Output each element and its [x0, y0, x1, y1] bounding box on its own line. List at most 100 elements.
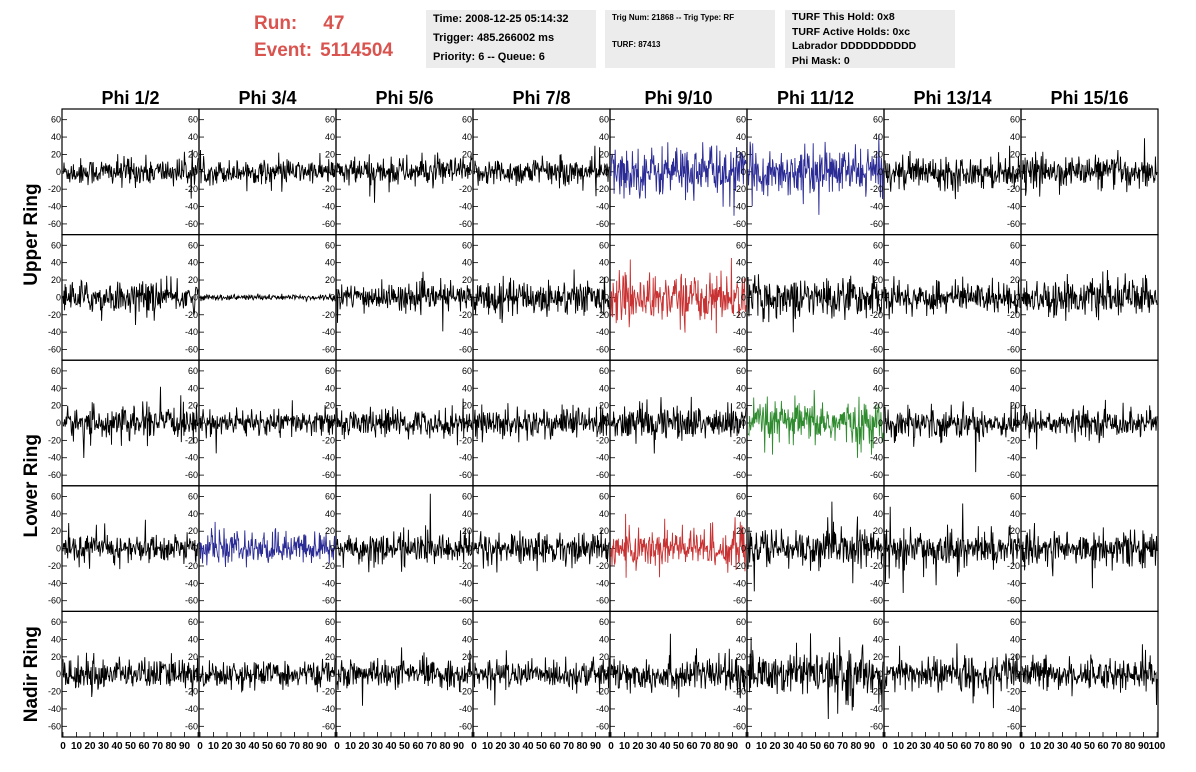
y-tick-label: -60: [48, 596, 61, 606]
y-tick-label: 60: [325, 491, 335, 501]
waveform-trace: [62, 652, 199, 698]
x-tick-label: 0: [60, 741, 66, 752]
x-tick-label: 80: [713, 741, 725, 752]
y-tick-label: 20: [599, 149, 609, 159]
x-tick-label: 50: [810, 741, 822, 752]
phi-column-label: Phi 5/6: [375, 88, 433, 108]
x-tick-label: 40: [248, 741, 260, 752]
waveform-trace: [1021, 269, 1158, 321]
y-tick-label: -40: [322, 202, 335, 212]
y-tick-label: 60: [1010, 240, 1020, 250]
y-tick-label: 0: [56, 669, 61, 679]
y-tick-label: 20: [188, 526, 198, 536]
x-tick-label: 20: [495, 741, 507, 752]
y-tick-label: 0: [467, 167, 472, 177]
y-tick-label: -40: [870, 202, 883, 212]
x-tick-label: 60: [823, 741, 835, 752]
y-tick-label: 20: [325, 275, 335, 285]
waveform-trace: [336, 152, 473, 203]
y-tick-label: 0: [878, 544, 883, 554]
x-tick-label: 70: [700, 741, 712, 752]
y-tick-label: -60: [185, 219, 198, 229]
y-tick-label: 0: [604, 669, 609, 679]
y-tick-label: 60: [736, 115, 746, 125]
waveform-trace: [884, 401, 1021, 473]
waveform-trace: [884, 503, 1021, 594]
y-tick-label: -60: [1007, 345, 1020, 355]
y-tick-label: 40: [462, 258, 472, 268]
y-tick-label: -60: [596, 470, 609, 480]
y-tick-label: 20: [736, 652, 746, 662]
x-tick-label: 80: [165, 741, 177, 752]
y-tick-label: -40: [1007, 704, 1020, 714]
y-tick-label: 60: [51, 617, 61, 627]
y-tick-label: 0: [741, 544, 746, 554]
y-tick-label: 40: [873, 509, 883, 519]
waveform-trace: [336, 398, 473, 446]
y-tick-label: 0: [604, 418, 609, 428]
y-tick-label: 0: [330, 544, 335, 554]
y-tick-label: 0: [604, 167, 609, 177]
y-tick-label: -20: [733, 435, 746, 445]
y-tick-label: 40: [736, 383, 746, 393]
x-tick-label: 40: [111, 741, 123, 752]
y-tick-label: -60: [322, 219, 335, 229]
waveform-trace: [62, 519, 199, 570]
y-tick-label: -40: [48, 578, 61, 588]
x-tick-label: 70: [1111, 741, 1123, 752]
x-tick-label: 30: [372, 741, 384, 752]
y-tick-label: 20: [188, 149, 198, 159]
y-tick-label: -60: [596, 345, 609, 355]
priority-text: Priority: 6 -- Queue: 6: [433, 51, 545, 63]
phi-column-label: Phi 7/8: [512, 88, 570, 108]
y-tick-label: -20: [1007, 561, 1020, 571]
y-tick-label: 20: [1010, 275, 1020, 285]
y-tick-label: 20: [325, 401, 335, 411]
y-tick-label: 20: [873, 275, 883, 285]
y-tick-label: 20: [325, 526, 335, 536]
phi-column-label: Phi 9/10: [644, 88, 712, 108]
x-tick-label: 10: [756, 741, 768, 752]
x-tick-label: 50: [1084, 741, 1096, 752]
y-tick-label: 0: [604, 292, 609, 302]
x-tick-label: 10: [208, 741, 220, 752]
x-tick-label: 70: [289, 741, 301, 752]
y-tick-label: 60: [51, 115, 61, 125]
y-tick-label: -60: [48, 721, 61, 731]
y-tick-label: 60: [188, 617, 198, 627]
y-tick-label: -40: [596, 578, 609, 588]
x-tick-label: 20: [632, 741, 644, 752]
turf-active-text: TURF Active Holds: 0xc: [792, 25, 911, 38]
y-tick-label: -20: [1007, 184, 1020, 194]
y-tick-label: -60: [733, 470, 746, 480]
y-tick-label: 60: [51, 240, 61, 250]
y-tick-label: 60: [325, 115, 335, 125]
y-tick-label: 40: [462, 383, 472, 393]
phi-mask-text: Phi Mask: 0: [792, 54, 850, 67]
x-tick-label: 10: [619, 741, 631, 752]
x-tick-label: 40: [522, 741, 534, 752]
x-tick-label: 60: [549, 741, 561, 752]
y-tick-label: -40: [459, 202, 472, 212]
y-tick-label: 60: [873, 115, 883, 125]
y-tick-label: 0: [467, 669, 472, 679]
y-tick-label: 60: [325, 617, 335, 627]
y-tick-label: -20: [322, 435, 335, 445]
y-tick-label: -60: [459, 596, 472, 606]
y-tick-label: -60: [596, 219, 609, 229]
y-tick-label: 20: [462, 526, 472, 536]
y-tick-label: 60: [51, 491, 61, 501]
x-tick-label: 80: [1124, 741, 1136, 752]
y-tick-label: 20: [599, 275, 609, 285]
y-tick-label: -40: [48, 704, 61, 714]
y-tick-label: -20: [185, 310, 198, 320]
x-tick-label: 80: [850, 741, 862, 752]
waveform-trace: [199, 400, 336, 454]
x-tick-label: 50: [947, 741, 959, 752]
y-tick-label: 40: [1010, 132, 1020, 142]
y-tick-label: -40: [459, 704, 472, 714]
y-tick-label: 60: [325, 366, 335, 376]
y-tick-label: -20: [733, 310, 746, 320]
x-tick-label: 50: [125, 741, 137, 752]
waveform-trace: [610, 513, 747, 578]
